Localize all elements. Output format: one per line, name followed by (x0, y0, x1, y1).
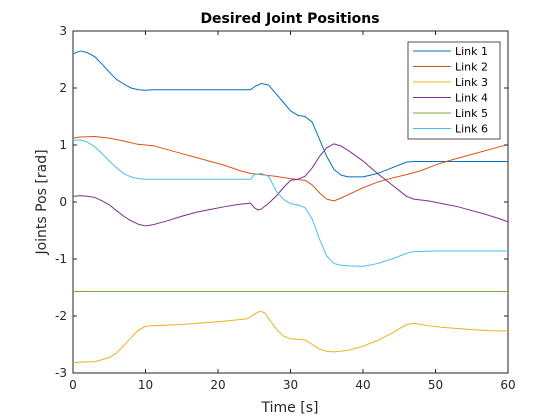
legend-label-6: Link 6 (455, 123, 488, 136)
legend-label-1: Link 1 (455, 45, 488, 58)
series-line-3 (72, 310, 508, 364)
y-tick-label: -1 (55, 252, 67, 266)
legend-label-4: Link 4 (455, 92, 488, 105)
x-tick-label: 20 (210, 378, 225, 392)
y-tick-label: 0 (59, 195, 67, 209)
y-axis-title: Joints Pos [rad] (34, 149, 50, 255)
x-tick-label: 40 (355, 378, 370, 392)
ticks-layer: 0 10 20 30 40 50 60 -3 -2 -1 0 1 2 3 (55, 24, 516, 392)
y-tick-label: 2 (59, 81, 67, 95)
x-tick-label: 0 (69, 378, 77, 392)
legend-label-3: Link 3 (455, 76, 488, 89)
y-tick-label: 3 (59, 24, 67, 38)
series-line-6 (72, 139, 508, 267)
chart-title: Desired Joint Positions (200, 11, 379, 27)
y-tick-label: -3 (55, 366, 67, 380)
x-axis-title: Time [s] (261, 400, 319, 416)
y-tick-label: -2 (55, 309, 67, 323)
legend-label-5: Link 5 (455, 107, 488, 120)
legend-box (407, 41, 501, 140)
legend: Link 1 Link 2 Link 3 Link 4 Link 5 Link 6 (407, 41, 501, 140)
x-tick-label: 30 (283, 378, 298, 392)
series-line-4 (72, 143, 509, 227)
series-layer (72, 50, 509, 364)
y-tick-label: 1 (59, 138, 67, 152)
legend-items: Link 1 Link 2 Link 3 Link 4 Link 5 Link 6 (413, 45, 488, 136)
x-tick-label: 60 (500, 378, 515, 392)
x-tick-label: 50 (428, 378, 443, 392)
legend-label-2: Link 2 (455, 61, 488, 74)
x-tick-label: 10 (138, 378, 153, 392)
